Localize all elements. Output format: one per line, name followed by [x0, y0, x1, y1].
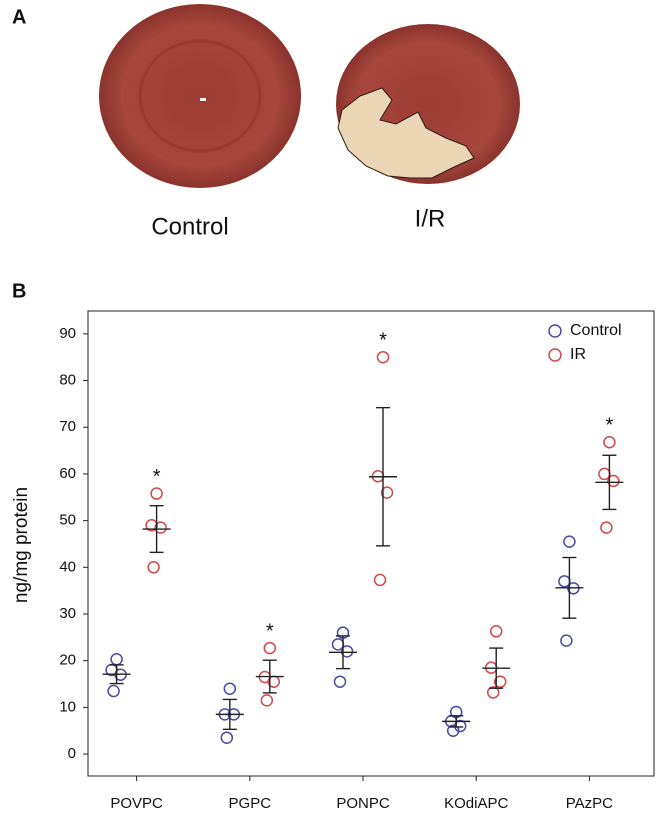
legend-label: IR	[570, 346, 586, 363]
x-tick-label: PAzPC	[566, 795, 613, 812]
y-tick-label: 60	[59, 465, 76, 482]
data-point	[154, 521, 167, 534]
heart-image	[99, 4, 301, 188]
data-point	[333, 675, 347, 688]
y-tick-label: 10	[59, 698, 76, 715]
y-tick-label: 0	[68, 745, 76, 762]
legend-marker	[548, 348, 562, 362]
data-point	[260, 694, 274, 707]
data-point	[380, 486, 394, 499]
data-point	[489, 625, 503, 638]
image-caption: Control	[151, 213, 228, 240]
data-point	[147, 561, 160, 574]
data-point	[150, 487, 163, 500]
significance-label: *	[606, 414, 614, 436]
data-point	[373, 573, 387, 587]
data-point	[607, 474, 620, 488]
data-point	[493, 675, 507, 688]
y-tick-label: 90	[59, 325, 76, 342]
x-tick-label: PONPC	[336, 795, 390, 812]
significance-label: *	[379, 330, 387, 352]
y-axis-label: ng/mg protein	[11, 487, 32, 603]
y-tick-label: 50	[59, 512, 76, 529]
data-point	[446, 724, 460, 737]
significance-label: *	[266, 620, 274, 642]
data-point	[560, 634, 573, 647]
heart-image	[336, 24, 520, 184]
significance-label: *	[153, 466, 161, 488]
data-point	[563, 535, 576, 548]
data-point	[263, 641, 277, 655]
image-caption: I/R	[415, 205, 446, 232]
legend-label: Control	[570, 322, 622, 339]
plot-frame	[87, 310, 655, 777]
data-point	[107, 684, 120, 698]
data-point	[110, 653, 123, 666]
data-point	[223, 682, 237, 695]
y-tick-label: 40	[59, 558, 76, 575]
panel-label: B	[12, 280, 26, 302]
legend-marker	[548, 324, 562, 338]
y-tick-label: 30	[59, 605, 76, 622]
y-tick-label: 20	[59, 652, 76, 669]
panel-label: A	[12, 6, 26, 28]
x-tick-label: PGPC	[229, 795, 272, 812]
data-point	[603, 435, 616, 449]
data-point	[340, 645, 354, 658]
y-tick-label: 70	[59, 418, 76, 435]
data-point	[376, 350, 390, 364]
data-point	[486, 686, 500, 699]
data-point	[600, 521, 613, 534]
x-tick-label: POVPC	[110, 795, 163, 812]
x-tick-label: KOdiAPC	[444, 795, 508, 812]
y-tick-label: 80	[59, 372, 76, 389]
data-point	[220, 731, 234, 744]
